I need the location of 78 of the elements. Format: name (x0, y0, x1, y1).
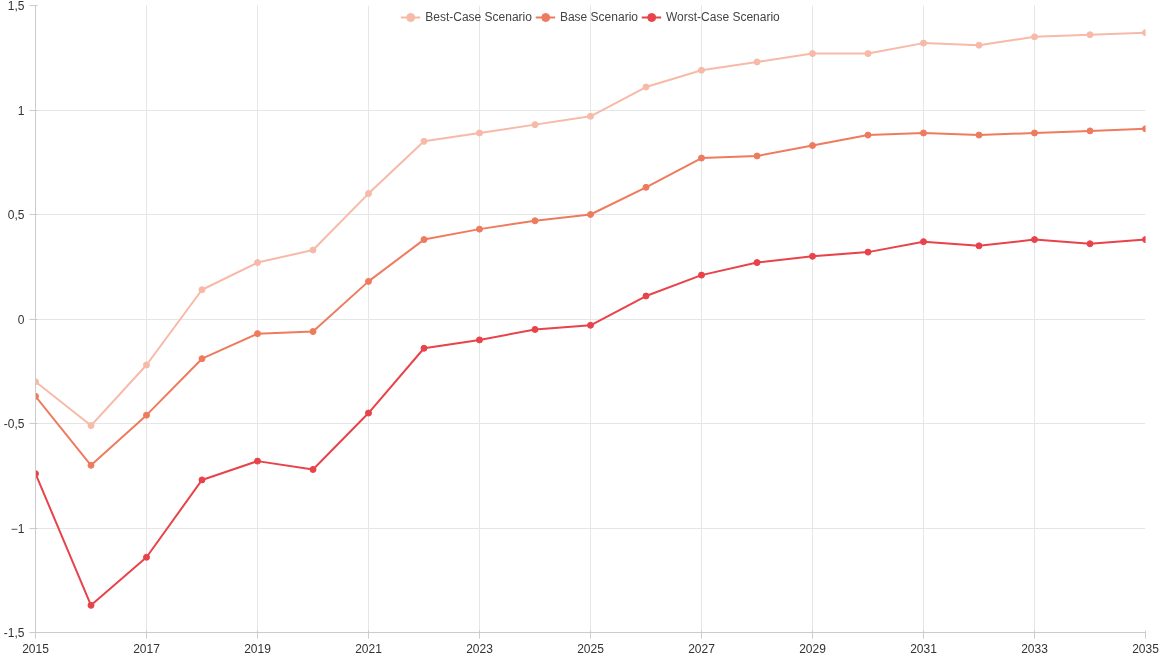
point (309, 328, 317, 336)
point (809, 252, 816, 260)
point (975, 41, 983, 49)
point (198, 355, 206, 363)
point (642, 83, 650, 91)
x-tick-label: 2029 (799, 641, 827, 656)
x-tick-label: 2017 (133, 641, 161, 656)
x-tick-label: 2015 (22, 641, 50, 656)
x-tick-label: 2027 (688, 641, 716, 656)
point (531, 325, 539, 333)
point (143, 553, 150, 561)
x-tick-label: 2021 (355, 641, 383, 656)
point (365, 190, 372, 198)
point (254, 457, 261, 465)
point (864, 50, 872, 58)
point (87, 601, 95, 609)
point (753, 259, 761, 267)
point (309, 246, 317, 254)
point (254, 259, 261, 267)
point (920, 238, 927, 246)
y-tick-label: -1,5 (3, 626, 25, 640)
point (1086, 31, 1094, 39)
point (198, 476, 206, 484)
point (420, 137, 428, 145)
point (254, 330, 261, 338)
point (476, 225, 483, 233)
point (1031, 33, 1038, 41)
x-tick-label: 2035 (1132, 641, 1160, 656)
y-tick-label: 1 (17, 103, 25, 118)
y-tick-label: 0 (17, 312, 25, 327)
legend-label: Worst-Case Scenario (665, 10, 780, 24)
point (420, 236, 428, 244)
x-tick-label: 2025 (577, 641, 605, 656)
point (476, 336, 483, 344)
point (753, 58, 761, 66)
point (87, 422, 95, 430)
point (698, 154, 705, 162)
point (87, 461, 95, 469)
point (1031, 236, 1038, 244)
y-tick-label: −1 (10, 521, 25, 536)
x-tick-label: 2019 (244, 641, 272, 656)
point (975, 131, 983, 139)
point (864, 131, 872, 139)
point (864, 248, 872, 256)
legend-label: Base Scenario (559, 10, 638, 24)
x-tick-label: 2031 (910, 641, 938, 656)
point (420, 344, 428, 352)
point (920, 129, 927, 137)
point (809, 142, 816, 150)
point (975, 242, 983, 250)
point (198, 286, 206, 294)
x-tick-label: 2023 (466, 641, 494, 656)
point (920, 39, 927, 47)
point (1086, 127, 1094, 135)
point (698, 271, 705, 279)
point (531, 217, 539, 225)
point (1086, 240, 1094, 248)
y-tick-label: -0,5 (3, 417, 25, 431)
point (642, 183, 650, 191)
point (365, 277, 372, 285)
point (753, 152, 761, 160)
point (587, 112, 594, 120)
point (587, 321, 594, 329)
y-tick-label: 1,5 (7, 0, 25, 13)
point (143, 361, 150, 369)
point (531, 121, 539, 129)
point (587, 211, 594, 218)
point (143, 411, 150, 419)
point (809, 50, 816, 58)
point (642, 292, 650, 300)
x-tick-label: 2033 (1021, 641, 1049, 656)
legend-label: Best-Case Scenario (425, 10, 532, 24)
point (309, 465, 317, 473)
point (476, 129, 483, 137)
point (698, 66, 705, 74)
point (365, 409, 372, 417)
point (1031, 129, 1038, 137)
y-tick-label: 0,5 (7, 208, 25, 222)
